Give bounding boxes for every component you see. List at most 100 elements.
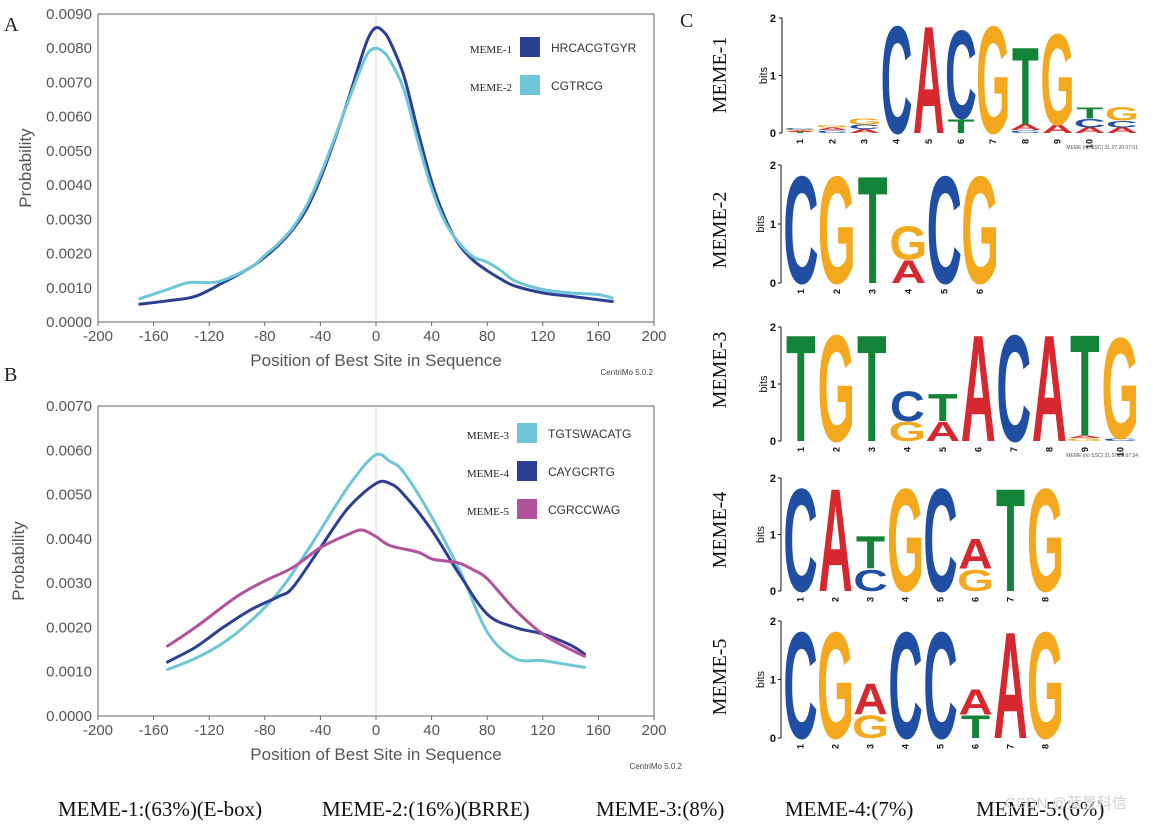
panel-b-ytick-label: 0.0040 [46,531,92,548]
logo-letter-g: G [847,117,881,126]
logo-position-number: 5 [938,447,948,452]
logo-letter-g: G [783,129,817,131]
logo-position-number: 8 [1041,744,1051,749]
panel-b-xtick-label: 40 [423,722,440,739]
logo-letter-a: A [1010,123,1042,132]
caption-meme-1: MEME-1:(63%)(E-box) [58,797,262,821]
panel-a-xtick-label: 120 [530,328,555,345]
logo-letter-g: G [852,709,889,745]
panel-b-xtick-label: -80 [254,722,276,739]
logo-position-number: 2 [831,447,841,452]
panel-b-xtick-label: 200 [641,722,666,739]
logo-position-number: 7 [1006,597,1016,602]
logo-ytick-label: 1 [770,530,776,542]
logo-footnote: MEME (no SSC) 31.07.20 07:34 [1066,453,1138,459]
logo-position-number: 3 [866,597,876,602]
panel-a-chart: A -200 -160 -120 -80 -40 0 40 80 120 160 200 0.0000… [4,6,667,377]
logo-letter-c: C [849,123,881,130]
logo-position-number: 2 [832,289,842,294]
caption-meme-3: MEME-3:(8%) [596,797,724,821]
logo-position-number: 6 [975,289,985,294]
logo-letter-a: A [1074,126,1106,135]
panel-b-xtick-label: -120 [194,722,224,739]
logo-letter-a: A [913,0,945,166]
logo-position-number: 7 [1006,744,1016,749]
legend-swatch-meme-4 [517,461,537,481]
legend-swatch-meme-3 [517,423,537,443]
panel-a-xtick-label: 0 [372,328,380,345]
panel-a-xtick-label: 40 [423,328,440,345]
logo-name-meme-5: MEME-5 [709,639,731,716]
logo-position-number: 4 [903,289,913,294]
logo-letter-g: G [815,124,849,128]
panel-a-xtick-label: 160 [586,328,611,345]
panel-b-chart: B -200 -160 -120 -80 -40 0 40 80 120 160 200 0.0000… [4,364,683,771]
logo-position-number: 9 [1080,447,1090,452]
logo-position-number: 1 [796,597,806,602]
logo-position-number: 2 [831,597,841,602]
logo-letter-a: A [993,600,1027,770]
logo-letter-t: T [1012,25,1039,149]
logo-letter-a: A [958,682,992,722]
logo-position-number: 1 [795,139,805,144]
logo-position-number: 1 [796,289,806,294]
logo-letter-g: G [1102,307,1140,469]
panel-a-ytick-label: 0.0090 [46,6,92,23]
logo-letter-c: C [881,0,913,166]
panel-a-credit: CentriMo 5.0.2 [601,368,654,377]
logo-letter-t: T [786,303,816,473]
logo-name-meme-1: MEME-1 [709,37,731,114]
logo-letter-c: C [923,459,957,623]
legend-label-meme-1: HRCACGTGYR [551,41,637,55]
legend-swatch-meme-1 [520,37,540,57]
series-line-meme-3 [166,452,586,671]
logo-letter-g: G [889,417,927,448]
legend-name-meme-5: MEME-5 [467,506,510,518]
logo-letter-g: G [1040,6,1074,152]
logo-letter-a: A [1067,435,1102,439]
panel-b-xlabel: Position of Best Site in Sequence [250,745,501,764]
logo-position-number: 8 [1041,597,1051,602]
panel-b-xtick-label: 80 [479,722,496,739]
logo-letter-c: C [1103,438,1138,442]
logo-letter-t: T [787,132,814,134]
logo-footnote: MEME (no SSC) 31.07.20 07:01 [1066,145,1138,151]
logo-letter-a: A [961,303,996,473]
logo-letter-c: C [1106,119,1138,130]
logo-letter-c: C [996,303,1031,473]
panel-a-xtick-label: -40 [310,328,332,345]
logo-letter-a: A [925,417,960,448]
logo-letter-c: C [783,146,818,317]
logo-letter-t: T [858,146,888,317]
panel-b-xtick-label: -40 [310,722,332,739]
logo-letter-g: G [889,217,927,271]
logo-letter-t: T [1076,104,1103,122]
logo-letter-t: T [1070,304,1100,466]
logo-position-number: 5 [924,139,934,144]
logo-bits-label: bits [755,525,767,543]
logo-position-number: 3 [859,139,869,144]
panel-b-letter: B [4,364,17,386]
logo-ytick-label: 2 [770,160,776,172]
panel-a-ytick-label: 0.0070 [46,74,92,91]
panel-b-ytick-label: 0.0070 [46,398,92,415]
series-line-meme-2 [138,46,614,301]
logo-letter-g: G [818,146,856,317]
logo-position-number: 4 [892,139,902,144]
logo-position-number: 6 [973,447,983,452]
logo-letter-g: G [976,0,1010,166]
logo-position-number: 8 [1044,447,1054,452]
logo-position-number: 1 [796,447,806,452]
logo-bits-label: bits [758,375,770,393]
panel-c-letter: C [680,10,693,32]
logo-ytick-label: 1 [770,219,776,231]
logo-letter-t: T [856,526,885,578]
logo-position-number: 3 [867,447,877,452]
caption-meme-2: MEME-2:(16%)(BRRE) [322,797,530,821]
panel-b-xtick-label: 0 [372,722,380,739]
logo-letter-t: T [996,459,1025,623]
